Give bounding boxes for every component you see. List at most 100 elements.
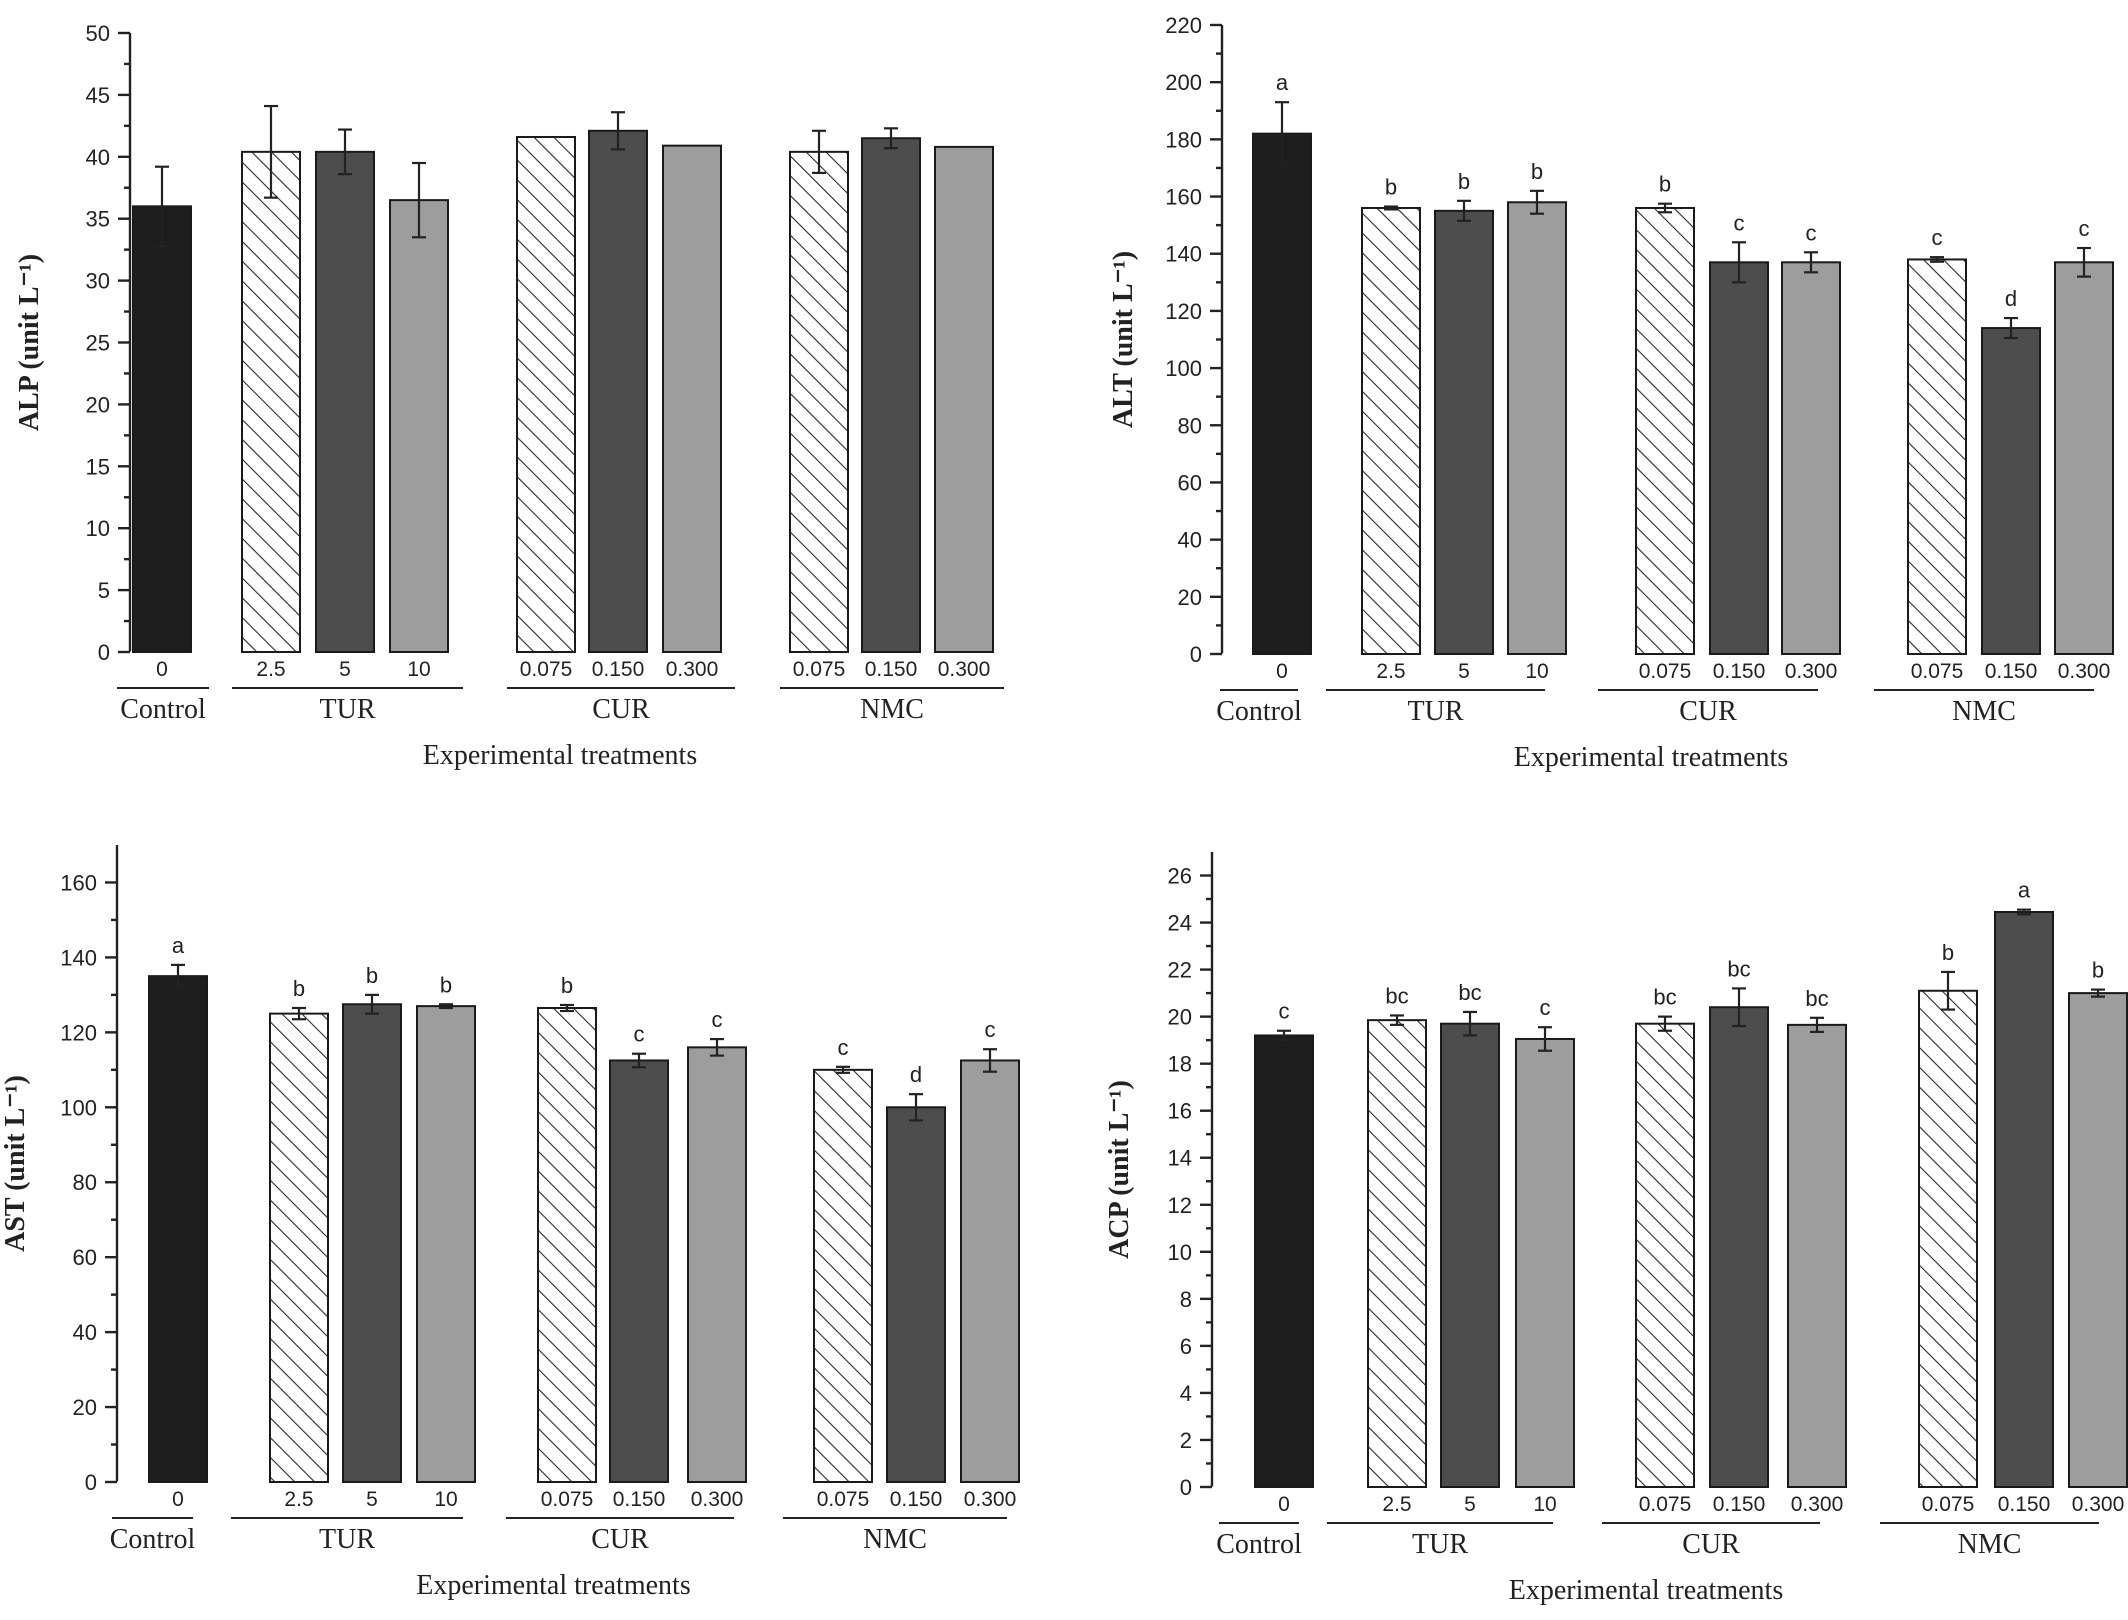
significance-label: a [2018,878,2031,903]
y-tick-label: 80 [1178,413,1202,438]
y-tick-label: 60 [73,1245,97,1270]
y-tick-label: 2 [1180,1428,1192,1453]
y-tick-label: 12 [1168,1193,1192,1218]
y-tick-label: 22 [1168,958,1192,983]
chart-panel-alp: 0 5 10 15 20 25 30 35 40 45 50 ALP (unit L⁻¹) 0 2.5 5 1… [14,21,1010,771]
significance-label: b [366,963,378,988]
y-tick-label: 14 [1168,1146,1192,1171]
x-category-label: 0.075 [1922,1493,1975,1516]
bar-top-left-4 [516,135,576,653]
y-tick-label: 140 [1165,242,1202,267]
y-tick-label: 50 [86,21,110,46]
bar-top-left-8 [861,137,921,654]
x-category-label: 0.150 [1985,660,2038,683]
bar-top-left-7 [789,150,849,654]
significance-label: c [1540,995,1551,1020]
significance-label: bc [1458,980,1481,1005]
significance-label: bc [1653,985,1676,1010]
y-tick-label: 0 [85,1470,97,1495]
bar-top-right-9 [2054,261,2114,655]
y-tick-label: 200 [1165,70,1202,95]
y-tick-label: 140 [60,945,97,970]
x-category-label: 0.300 [964,1488,1017,1511]
bar-bottom-left-0 [148,975,208,1483]
significance-label: b [440,972,452,997]
bar-top-right-2 [1434,209,1494,655]
x-category-label: 0.300 [2058,660,2111,683]
x-category-label: 10 [1533,1493,1556,1516]
x-category-label: 0.150 [1713,660,1766,683]
bar-top-left-6 [662,144,722,654]
x-group-label: TUR [1412,1529,1468,1560]
y-tick-label: 20 [1178,585,1202,610]
bar-top-right-5 [1709,261,1769,655]
y-axis-title: AST (unit L⁻¹) [0,1075,31,1252]
x-group-label: Control [110,1524,196,1555]
y-tick-label: 26 [1168,864,1192,889]
significance-label: b [1531,159,1543,184]
y-tick-label: 5 [98,578,110,603]
x-category-label: 5 [366,1488,378,1511]
significance-label: b [1385,175,1397,200]
significance-label: b [293,976,305,1001]
y-tick-label: 4 [1180,1381,1192,1406]
significance-label: c [1734,210,1745,235]
x-group-label: CUR [1682,1529,1740,1560]
bar-top-right-0 [1252,132,1312,656]
bar-bottom-right-1 [1367,1019,1427,1488]
y-tick-label: 40 [86,145,110,170]
y-axis-title: ALT (unit L⁻¹) [1108,251,1139,428]
significance-label: a [1276,70,1289,95]
x-group-label: TUR [320,694,376,725]
y-tick-label: 0 [1180,1475,1192,1500]
y-tick-label: 45 [86,83,110,108]
x-category-label: 10 [1525,660,1548,683]
y-tick-label: 6 [1180,1334,1192,1359]
x-category-label: 10 [407,658,430,681]
bar-top-left-1 [241,150,301,654]
chart-panel-ast: 0 20 40 60 80 100 120 140 160 AST (unit L⁻¹) a 0 b 2.… [0,845,1020,1601]
x-group-label: Control [1216,1529,1302,1560]
significance-label: b [2092,958,2104,983]
y-tick-label: 18 [1168,1052,1192,1077]
significance-label: d [910,1062,922,1087]
x-category-label: 2.5 [284,1488,313,1511]
significance-label: b [1942,940,1954,965]
y-tick-label: 80 [73,1170,97,1195]
x-category-label: 0.075 [1639,1493,1692,1516]
significance-label: b [1458,169,1470,194]
x-group-label: NMC [863,1524,927,1555]
y-tick-label: 24 [1168,911,1192,936]
y-tick-label: 40 [73,1320,97,1345]
x-category-label: 0 [156,658,168,681]
bar-bottom-right-5 [1709,1006,1769,1488]
bar-bottom-left-7 [813,1068,873,1483]
y-tick-label: 160 [60,870,97,895]
y-tick-label: 10 [1168,1240,1192,1265]
x-group-label: Control [120,694,206,725]
bar-bottom-right-0 [1254,1034,1314,1488]
bar-bottom-left-5 [609,1059,669,1484]
bar-bottom-left-4 [537,1006,597,1483]
y-tick-label: 8 [1180,1287,1192,1312]
y-tick-label: 120 [1165,299,1202,324]
bar-bottom-right-7 [1918,989,1978,1489]
significance-label: c [1279,999,1290,1024]
x-group-label: Control [1216,696,1302,727]
y-tick-label: 30 [86,269,110,294]
bar-bottom-right-2 [1440,1022,1500,1488]
significance-label: b [1659,172,1671,197]
x-category-label: 0.150 [592,658,645,681]
bar-top-right-6 [1781,261,1841,655]
y-tick-label: 0 [1190,642,1202,667]
y-tick-label: 40 [1178,528,1202,553]
bar-bottom-left-2 [342,1003,402,1483]
x-category-label: 2.5 [1382,1493,1411,1516]
bar-bottom-left-6 [687,1046,747,1483]
x-group-label: TUR [1408,696,1464,727]
significance-label: c [838,1035,849,1060]
x-category-label: 0.075 [541,1488,594,1511]
y-tick-label: 10 [86,516,110,541]
